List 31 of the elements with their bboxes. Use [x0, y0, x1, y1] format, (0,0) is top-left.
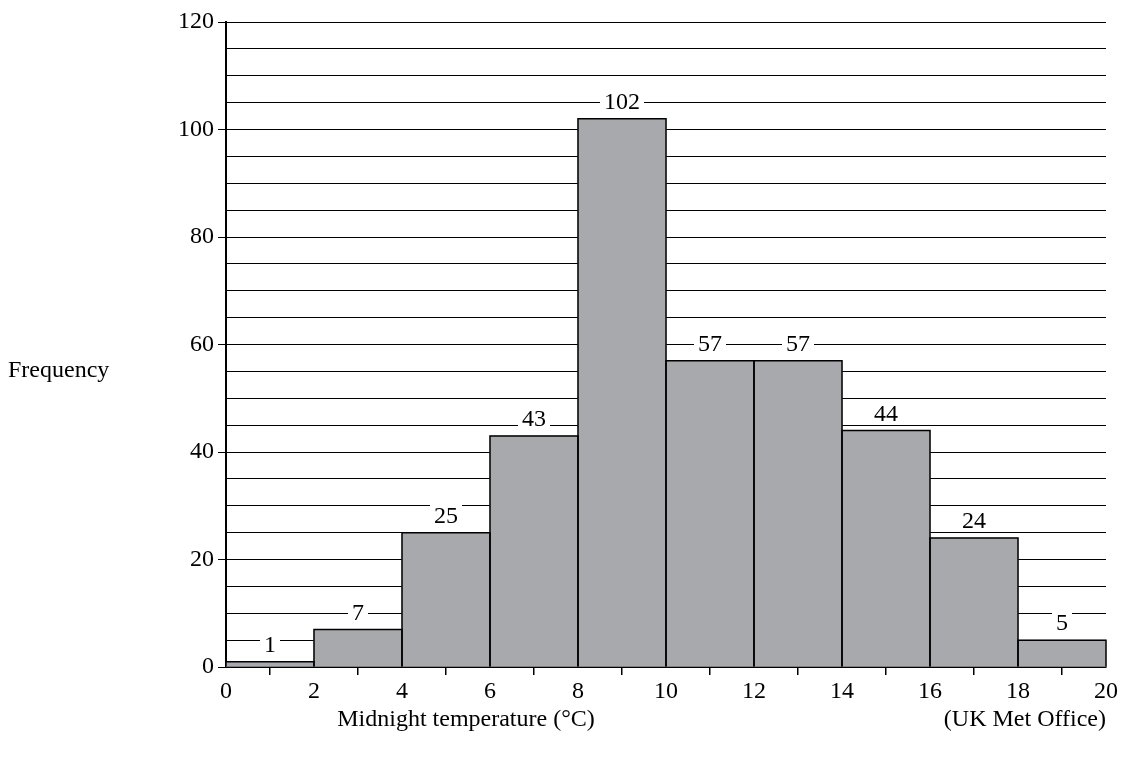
x-axis-title: Midnight temperature (°C)	[337, 705, 595, 732]
data-label: 57	[698, 329, 722, 356]
x-tick-label: 4	[396, 676, 408, 703]
y-axis-title: Frequency	[8, 355, 110, 383]
y-tick-label: 40	[190, 437, 214, 464]
y-tick-label: 120	[178, 7, 214, 34]
x-tick-label: 8	[572, 676, 584, 703]
x-tick-label: 2	[308, 676, 320, 703]
x-tick-label: 18	[1006, 676, 1030, 703]
data-label: 5	[1056, 609, 1068, 636]
data-label: 7	[352, 598, 364, 625]
data-label: 24	[962, 507, 986, 534]
y-tick-label: 0	[202, 652, 214, 679]
text: (UK Met Office)	[943, 705, 1106, 732]
x-tick-label: 16	[918, 676, 942, 703]
y-tick-label: 60	[190, 329, 214, 356]
y-tick-label: 80	[190, 222, 214, 249]
x-tick-label: 0	[220, 676, 232, 703]
y-tick-label: 20	[190, 544, 214, 571]
data-label: 25	[434, 501, 458, 528]
x-tick-label: 14	[830, 676, 854, 703]
y-tick-label: 100	[178, 114, 214, 141]
x-tick-label: 6	[484, 676, 496, 703]
data-label: 1	[264, 630, 276, 657]
x-tick-label: 12	[742, 676, 766, 703]
data-label: 57	[786, 329, 810, 356]
data-label: 44	[874, 399, 898, 426]
data-label: 43	[522, 405, 546, 432]
data-label: 102	[604, 88, 640, 115]
x-tick-label: 20	[1094, 676, 1118, 703]
x-tick-label: 10	[654, 676, 678, 703]
